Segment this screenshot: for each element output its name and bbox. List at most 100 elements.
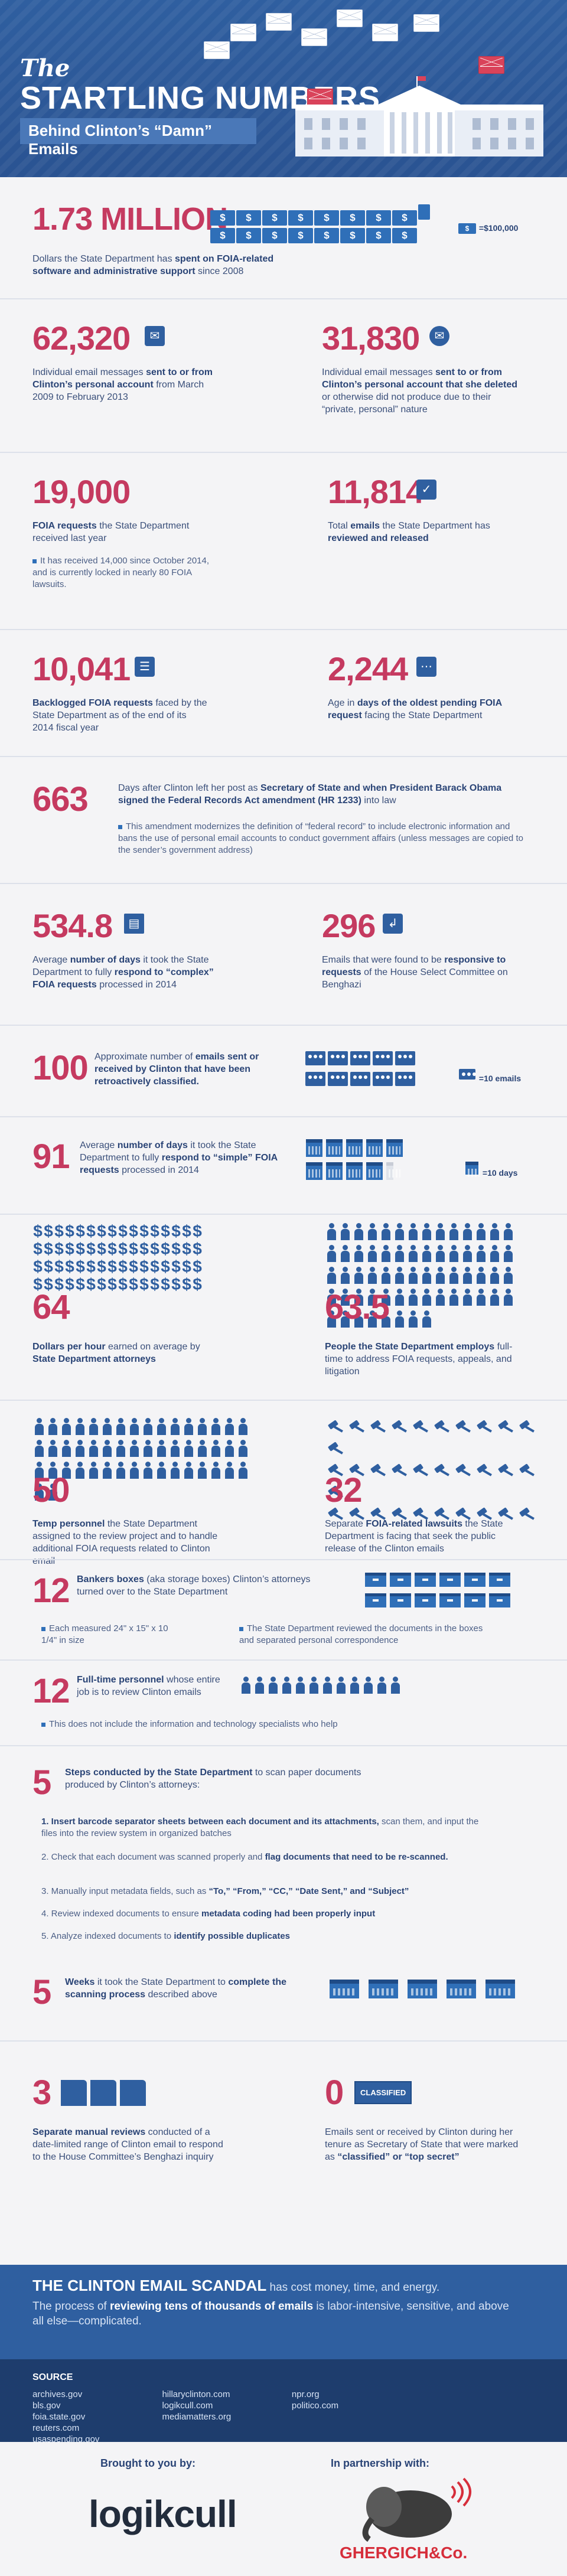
desc-text: (aka storage boxes) Clinton’s attorneys … [77, 1574, 311, 1597]
person-icon [340, 1245, 351, 1263]
step-item: 2. Check that each document was scanned … [41, 1851, 490, 1863]
person-icon [142, 1462, 154, 1479]
desc-text: Total [328, 521, 351, 531]
dollar-sign-icon: $ [171, 1222, 181, 1240]
stat-number: 296 [322, 907, 376, 944]
gavel-icon [390, 1421, 408, 1433]
person-icon [435, 1267, 446, 1284]
desc-bold: FOIA-related lawsuits [366, 1519, 462, 1529]
gavel-icon [518, 1421, 536, 1433]
stat-number: 10,041 [32, 650, 131, 687]
source-link[interactable]: bls.gov [32, 2401, 61, 2411]
source-link[interactable]: reuters.com [32, 2423, 80, 2433]
dollar-sign-icon: $ [129, 1257, 138, 1276]
stat-description: Emails sent or received by Clinton durin… [325, 2126, 526, 2163]
stat-description: Average number of days it took the State… [32, 954, 227, 991]
step-item: 4. Review indexed documents to ensure me… [41, 1908, 514, 1920]
desc-text: full-time to address FOIA requests, appe… [325, 1342, 513, 1377]
calendar-icon [366, 1139, 383, 1157]
dollar-sign-icon: $ [161, 1257, 170, 1276]
dollar-sign-icon: $ [33, 1222, 43, 1240]
person-icon [142, 1418, 154, 1436]
person-icon [88, 1440, 99, 1457]
dollar-sign-icon: $ [129, 1240, 138, 1258]
person-icon [224, 1418, 235, 1436]
desc-text: or otherwise did not produce due to thei… [322, 392, 491, 415]
person-icon [210, 1418, 221, 1436]
person-icon [489, 1289, 500, 1306]
source-link[interactable]: hillaryclinton.com [162, 2389, 230, 2399]
source-link[interactable]: usaspending.gov [32, 2434, 100, 2444]
summary-text: has cost money, time, and energy. [266, 2281, 440, 2294]
step-text: 5. Analyze indexed documents to [41, 1931, 174, 1941]
person-icon [326, 1223, 337, 1241]
desc-text: the State Department assigned to the rev… [32, 1519, 218, 1566]
logikcull-logo[interactable]: logikcull [89, 2493, 237, 2535]
envelope-icon [372, 24, 398, 41]
dollar-sign-icon: $ [118, 1222, 128, 1240]
person-icon [237, 1440, 249, 1457]
desc-text: Age in [328, 698, 357, 708]
document-icon [120, 2080, 146, 2106]
source-link[interactable]: mediamatters.org [162, 2412, 232, 2422]
dollar-sign-icon: $ [86, 1240, 96, 1258]
note-text: Each measured 24" x 15" x 10 1/4" in siz… [41, 1623, 168, 1645]
stat-number: 5 [32, 1973, 51, 2011]
divider [0, 1659, 567, 1661]
person-icon [47, 1483, 58, 1501]
note-text: The State Department reviewed the docume… [239, 1623, 483, 1645]
money-bill-icon: $ [366, 228, 391, 243]
money-bill-icon: $ [262, 210, 287, 226]
envelope-icon [478, 56, 504, 74]
person-icon [503, 1267, 514, 1284]
step-text: 4. Review indexed documents to ensure [41, 1909, 201, 1919]
stat-number: 11,814 [328, 473, 424, 510]
person-icon [462, 1223, 473, 1241]
envelope-icon [301, 28, 327, 46]
step-item: 5. Analyze indexed documents to identify… [41, 1931, 514, 1942]
source-link[interactable]: politico.com [291, 2401, 339, 2411]
dollar-sign-rows: $$$$$$$$$$$$$$$$ $$$$$$$$$$$$$$$$ $$$$$$$$… [32, 1222, 245, 1293]
stat-note: This does not include the information an… [41, 1719, 514, 1730]
desc-bold: sent to or from Clinton’s personal accou… [32, 367, 213, 390]
gavel-icon [327, 1421, 344, 1433]
money-bill-icon [418, 204, 430, 220]
sources-column-1: archives.gov bls.gov foia.state.gov [32, 2389, 159, 2422]
dollar-sign-icon: $ [193, 1275, 202, 1293]
title-the: The [20, 54, 70, 82]
person-icon [475, 1267, 487, 1284]
desc-bold: Backlogged FOIA requests [32, 698, 153, 708]
source-link[interactable]: logikcull.com [162, 2401, 213, 2411]
email-icon [395, 1051, 415, 1065]
stat-description: Dollars per hour earned on average by St… [32, 1341, 221, 1365]
dollar-sign-icon: $ [193, 1222, 202, 1240]
person-icon [47, 1440, 58, 1457]
stat-description: Average number of days it took the State… [80, 1139, 298, 1176]
person-icon [503, 1245, 514, 1263]
credits-footer: Brought to you by: logikcull In partners… [0, 2442, 567, 2576]
envelope-icon [204, 41, 230, 59]
person-icon [408, 1289, 419, 1306]
source-link[interactable]: archives.gov [32, 2389, 83, 2399]
dollar-sign-icon: $ [161, 1222, 170, 1240]
box-grid [363, 1571, 540, 1612]
person-icon [210, 1440, 221, 1457]
dollar-sign-icon: $ [54, 1222, 64, 1240]
dollar-sign-icon: $ [150, 1275, 159, 1293]
stat-number: 50 [32, 1471, 70, 1509]
source-link[interactable]: npr.org [291, 2389, 320, 2399]
dollar-sign-icon: $ [150, 1240, 159, 1258]
desc-text: Emails sent or received by Clinton durin… [325, 2127, 519, 2162]
desc-bold: number of days [117, 1140, 188, 1150]
bullet-icon [239, 1626, 243, 1631]
dollar-sign-icon: $ [129, 1222, 138, 1240]
summary-text: is labor-intensive, sensitive, and above… [32, 2300, 509, 2327]
ghergich-logo[interactable]: GHERGICH&Co. [340, 2544, 468, 2562]
person-icon [408, 1267, 419, 1284]
divider [0, 298, 567, 299]
dollar-sign-icon: $ [44, 1240, 53, 1258]
source-link[interactable]: foia.state.gov [32, 2412, 86, 2422]
desc-bold: State Department attorneys [32, 1354, 156, 1364]
money-bill-icon: $ [392, 228, 417, 243]
dollar-sign-icon: $ [150, 1222, 159, 1240]
